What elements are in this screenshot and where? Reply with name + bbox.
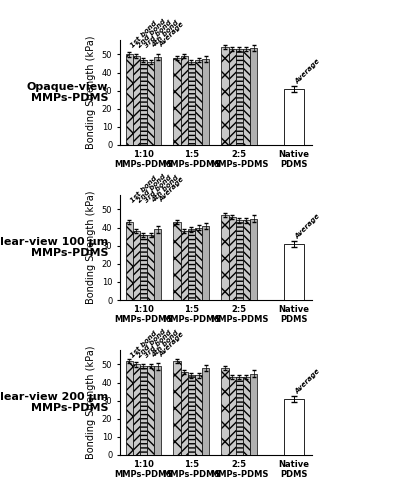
Bar xyxy=(188,376,195,455)
Bar xyxy=(181,231,188,300)
Bar xyxy=(174,361,181,455)
Text: 4th bond: 4th bond xyxy=(150,174,180,204)
Bar xyxy=(236,220,243,300)
Text: 1st bond: 1st bond xyxy=(129,20,158,48)
Bar xyxy=(181,372,188,455)
Bar xyxy=(243,377,250,455)
Bar xyxy=(133,56,140,145)
Text: Average: Average xyxy=(294,58,321,84)
Bar xyxy=(188,62,195,145)
Bar xyxy=(250,48,257,145)
Text: 1st bond: 1st bond xyxy=(129,330,158,358)
Bar xyxy=(126,54,133,145)
Bar xyxy=(236,49,243,145)
Bar xyxy=(195,376,202,455)
Bar xyxy=(140,366,147,455)
Bar xyxy=(228,216,236,300)
Bar xyxy=(147,366,154,455)
Bar xyxy=(126,222,133,300)
Bar xyxy=(236,377,243,455)
Text: Clear-view 200 μm
MMPs-PDMS: Clear-view 200 μm MMPs-PDMS xyxy=(0,392,108,413)
Y-axis label: Bonding Strength (kPa): Bonding Strength (kPa) xyxy=(86,190,96,304)
Text: 2nd bond: 2nd bond xyxy=(136,173,167,204)
Bar xyxy=(250,374,257,455)
Text: Clear-view 100 μm
MMPs-PDMS: Clear-view 100 μm MMPs-PDMS xyxy=(0,236,108,258)
Bar xyxy=(126,361,133,455)
Text: 3rd bond: 3rd bond xyxy=(144,329,173,358)
Bar xyxy=(133,364,140,455)
Bar xyxy=(243,220,250,300)
Bar xyxy=(228,49,236,145)
Text: Average: Average xyxy=(158,22,185,48)
Bar xyxy=(221,215,228,300)
Bar xyxy=(284,399,304,455)
Bar xyxy=(202,226,209,300)
Bar xyxy=(133,231,140,300)
Bar xyxy=(195,228,202,300)
Text: 2nd bond: 2nd bond xyxy=(136,18,167,48)
Bar xyxy=(140,60,147,145)
Text: 1st bond: 1st bond xyxy=(129,174,158,204)
Bar xyxy=(202,59,209,145)
Bar xyxy=(195,60,202,145)
Y-axis label: Bonding Strength (kPa): Bonding Strength (kPa) xyxy=(86,346,96,459)
Text: Average: Average xyxy=(294,212,321,240)
Text: 3rd bond: 3rd bond xyxy=(144,19,173,48)
Bar xyxy=(174,222,181,300)
Bar xyxy=(147,62,154,145)
Text: 3rd bond: 3rd bond xyxy=(144,174,173,204)
Text: 2nd bond: 2nd bond xyxy=(136,328,167,358)
Bar xyxy=(188,230,195,300)
Bar xyxy=(154,57,161,145)
Bar xyxy=(147,235,154,300)
Text: 4th bond: 4th bond xyxy=(150,329,180,358)
Text: Average: Average xyxy=(158,176,185,204)
Bar xyxy=(250,218,257,300)
Bar xyxy=(284,89,304,145)
Text: 4th bond: 4th bond xyxy=(150,19,180,48)
Bar xyxy=(228,377,236,455)
Bar xyxy=(154,366,161,455)
Bar xyxy=(174,58,181,145)
Text: Opaque-view
MMPs-PDMS: Opaque-view MMPs-PDMS xyxy=(27,82,108,104)
Y-axis label: Bonding Strength (kPa): Bonding Strength (kPa) xyxy=(86,36,96,149)
Bar xyxy=(140,235,147,300)
Bar xyxy=(154,230,161,300)
Bar xyxy=(221,47,228,145)
Bar xyxy=(181,56,188,145)
Bar xyxy=(221,368,228,455)
Bar xyxy=(243,49,250,145)
Text: Average: Average xyxy=(294,368,321,394)
Bar xyxy=(202,368,209,455)
Text: Average: Average xyxy=(158,332,185,358)
Bar xyxy=(284,244,304,300)
